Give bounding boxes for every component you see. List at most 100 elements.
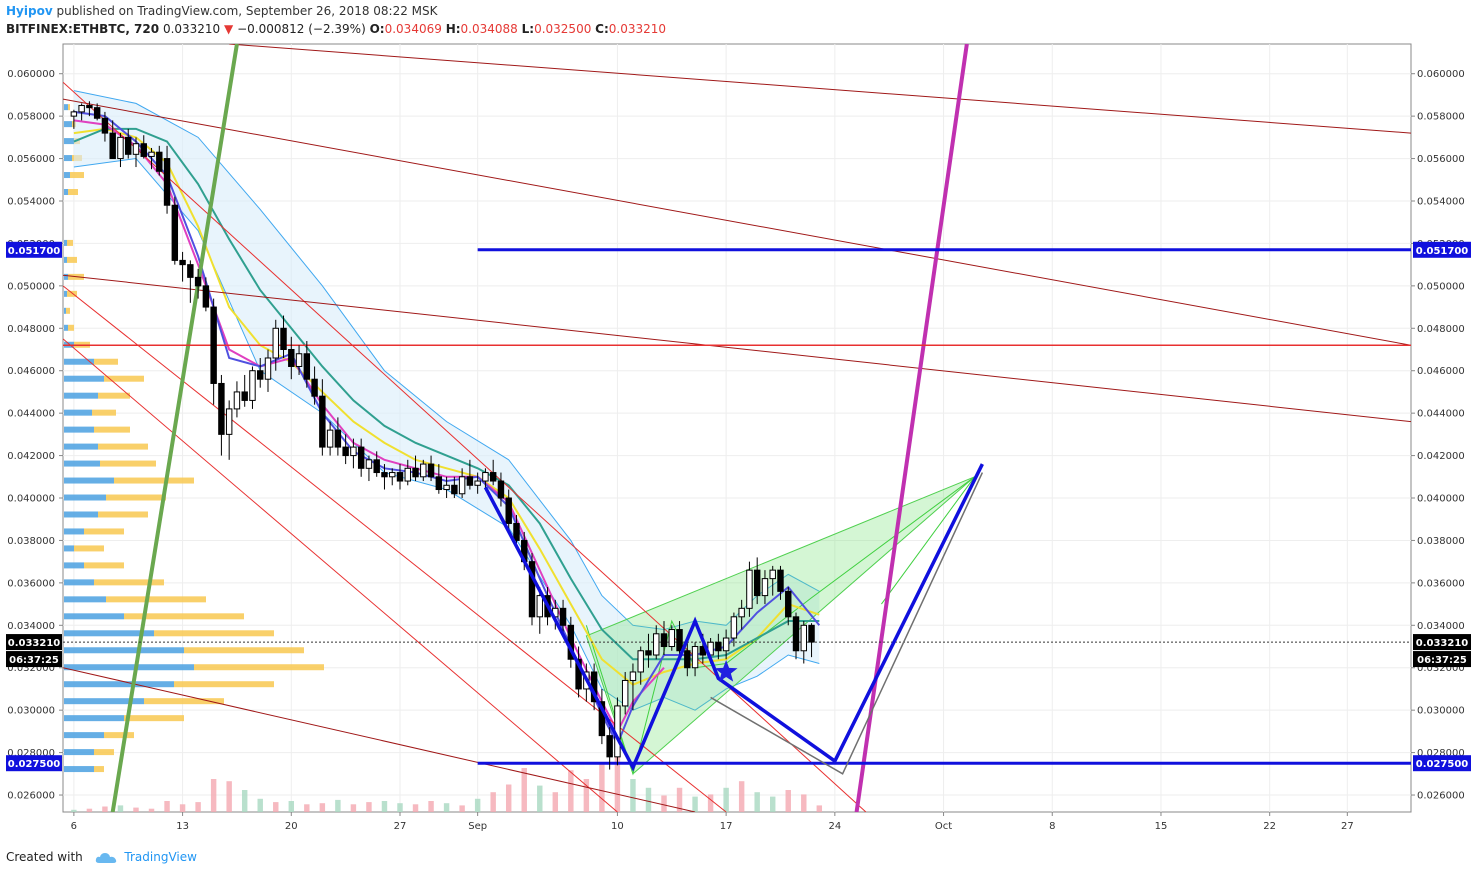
- candle-body: [109, 132, 116, 160]
- volume-profile-blue: [64, 409, 92, 416]
- y-tick-label-left: 0.034000: [7, 621, 55, 632]
- candle-body: [420, 463, 427, 478]
- volume-profile-yellow: [144, 698, 224, 705]
- candle-body: [272, 327, 279, 359]
- candle-body: [187, 264, 194, 278]
- volume-profile-yellow: [94, 749, 114, 756]
- tradingview-cloud-icon: [95, 852, 116, 863]
- volume-bar: [521, 768, 527, 812]
- created-with-text: Created with: [6, 850, 83, 864]
- candle-body: [489, 472, 497, 482]
- volume-profile-blue: [64, 307, 66, 314]
- volume-profile-blue: [64, 375, 104, 382]
- open-label: O:: [369, 22, 385, 36]
- volume-bar: [428, 801, 434, 812]
- volume-bar: [754, 792, 760, 812]
- candle-body: [528, 561, 536, 618]
- candle-body: [218, 382, 225, 435]
- volume-bar: [350, 804, 357, 812]
- candle-body: [381, 472, 388, 478]
- published-text: published on TradingView.com, September …: [56, 4, 438, 18]
- candle-body: [156, 151, 163, 172]
- candle-body: [629, 671, 637, 681]
- countdown-right-bg: [1413, 651, 1471, 668]
- low-value: 0.032500: [534, 22, 592, 36]
- candle-body: [210, 306, 217, 384]
- volume-bar: [319, 803, 326, 812]
- volume-bar: [676, 787, 683, 812]
- y-tick-label-left: 0.048000: [7, 324, 55, 335]
- red-channel-low: [63, 338, 618, 812]
- volume-profile-blue: [64, 647, 184, 654]
- y-tick-label-left: 0.058000: [7, 112, 55, 123]
- candle-body: [691, 646, 699, 669]
- y-tick-label-left: 0.046000: [7, 366, 55, 377]
- candle-body: [280, 327, 287, 351]
- volume-bar: [770, 796, 776, 812]
- y-tick-label-left: 0.042000: [7, 451, 55, 462]
- y-tick-label-right: 0.044000: [1417, 409, 1465, 420]
- candle-body: [179, 259, 186, 266]
- candle-body: [373, 459, 380, 474]
- candle-body: [365, 459, 373, 469]
- volume-bar: [785, 790, 791, 812]
- volume-bar: [273, 802, 279, 812]
- volume-profile-blue: [64, 155, 72, 162]
- high-label: H:: [445, 22, 461, 36]
- candle-body: [676, 629, 683, 652]
- volume-profile-yellow: [100, 460, 156, 467]
- y-tick-label-right: 0.028000: [1417, 748, 1465, 759]
- volume-bar: [86, 808, 93, 812]
- volume-bar: [195, 802, 201, 812]
- y-tick-label-right: 0.058000: [1417, 112, 1465, 123]
- volume-profile-blue: [64, 121, 72, 128]
- candle-body: [753, 569, 761, 597]
- price-label-right: 0.033210: [1416, 638, 1469, 649]
- tradingview-link[interactable]: TradingView: [124, 850, 197, 864]
- volume-bar: [474, 798, 481, 812]
- low-label: L:: [521, 22, 535, 36]
- volume-profile-yellow: [174, 681, 274, 688]
- volume-bar: [459, 805, 465, 812]
- volume-profile-blue: [64, 528, 84, 535]
- price-label-right: 0.027500: [1416, 759, 1469, 770]
- footer: Created with TradingView: [6, 850, 197, 864]
- y-tick-label-left: 0.038000: [7, 536, 55, 547]
- candle-body: [738, 607, 745, 618]
- author-name[interactable]: Hyipov: [6, 4, 53, 18]
- candle-body: [785, 590, 792, 618]
- candle-body: [140, 143, 147, 157]
- volume-bar: [288, 801, 295, 812]
- price-label-left: 0.033210: [8, 638, 61, 649]
- y-tick-label-right: 0.050000: [1417, 281, 1465, 292]
- candle-body: [125, 136, 132, 155]
- volume-profile-blue: [64, 172, 70, 179]
- y-tick-label-right: 0.036000: [1417, 578, 1465, 589]
- candle-body: [412, 467, 419, 478]
- volume-profile-yellow: [154, 630, 274, 637]
- volume-bar: [148, 808, 155, 812]
- candle-body: [684, 650, 691, 669]
- candle-body: [653, 633, 660, 656]
- candle-body: [513, 522, 520, 541]
- price-label-left: 0.051700: [8, 246, 61, 257]
- volume-profile-blue: [64, 426, 94, 433]
- y-tick-label-right: 0.060000: [1417, 69, 1465, 80]
- candle-body: [311, 378, 318, 397]
- volume-profile-blue: [64, 290, 67, 297]
- volume-profile-yellow: [98, 392, 130, 399]
- candle-body: [777, 569, 784, 592]
- candle-body: [559, 607, 567, 626]
- price-label-left-bg: [6, 755, 62, 772]
- x-tick-label: 27: [1341, 821, 1354, 832]
- candle-body: [319, 395, 326, 448]
- volume-profile-blue: [64, 104, 68, 111]
- volume-profile-blue: [64, 545, 74, 552]
- x-tick-label: 24: [828, 821, 841, 832]
- volume-bar: [412, 804, 419, 812]
- y-tick-label-left: 0.032000: [7, 663, 55, 674]
- publish-header: Hyipov published on TradingView.com, Sep…: [6, 4, 438, 18]
- pattern-blue-wave: [483, 463, 984, 772]
- volume-profile-yellow: [68, 104, 70, 111]
